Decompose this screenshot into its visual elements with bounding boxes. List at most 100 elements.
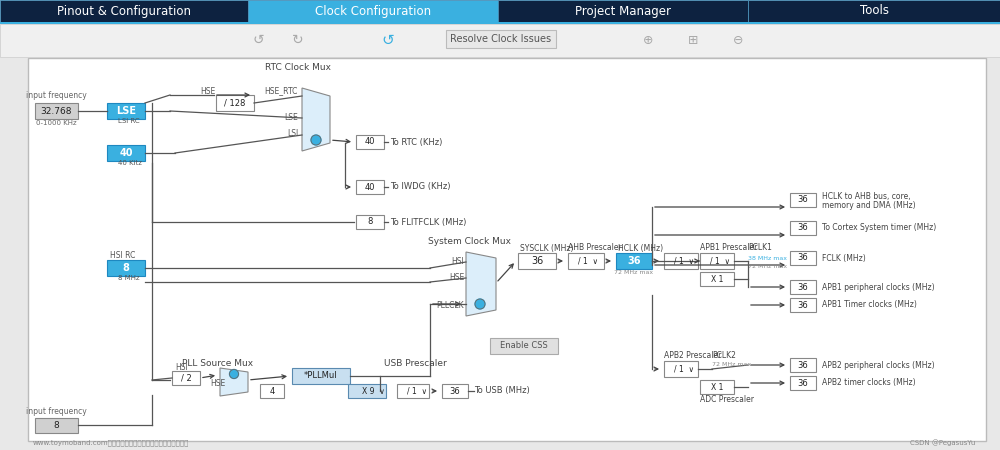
Text: *PLLMul: *PLLMul bbox=[304, 372, 338, 381]
Text: X 1: X 1 bbox=[711, 274, 723, 284]
Bar bbox=[700, 253, 734, 269]
Text: Resolve Clock Issues: Resolve Clock Issues bbox=[450, 34, 552, 44]
Text: To Cortex System timer (MHz): To Cortex System timer (MHz) bbox=[822, 224, 936, 233]
Bar bbox=[790, 376, 816, 390]
Bar bbox=[292, 368, 350, 384]
Text: 72 MHz max: 72 MHz max bbox=[712, 363, 751, 368]
Text: ↻: ↻ bbox=[292, 33, 304, 47]
Bar bbox=[568, 253, 604, 269]
Bar bbox=[216, 95, 254, 111]
Bar bbox=[498, 0, 748, 22]
Text: HCLK (MHz): HCLK (MHz) bbox=[618, 243, 663, 252]
Text: System Clock Mux: System Clock Mux bbox=[428, 238, 512, 247]
Bar bbox=[397, 384, 429, 398]
Text: To FLITFCLK (MHz): To FLITFCLK (MHz) bbox=[390, 217, 466, 226]
Text: PLLCLK: PLLCLK bbox=[436, 301, 464, 310]
Text: 36: 36 bbox=[798, 224, 808, 233]
Text: To IWDG (KHz): To IWDG (KHz) bbox=[390, 183, 450, 192]
Text: 38 MHz max: 38 MHz max bbox=[748, 256, 787, 261]
Text: HSE: HSE bbox=[200, 86, 215, 95]
Text: 8: 8 bbox=[123, 263, 129, 273]
Bar bbox=[790, 221, 816, 235]
Text: 36: 36 bbox=[531, 256, 543, 266]
Bar bbox=[0, 0, 248, 22]
Text: 36: 36 bbox=[450, 387, 460, 396]
Text: / 1  ∨: / 1 ∨ bbox=[710, 256, 730, 266]
Bar bbox=[0, 22, 1000, 24]
Text: HSE: HSE bbox=[449, 274, 464, 283]
Text: X 9  ∨: X 9 ∨ bbox=[362, 387, 385, 396]
Bar bbox=[107, 103, 145, 119]
Text: CSDN @PegasusYu: CSDN @PegasusYu bbox=[910, 440, 975, 446]
Bar bbox=[664, 361, 698, 377]
Text: Project Manager: Project Manager bbox=[575, 4, 671, 18]
Text: / 1  ∨: / 1 ∨ bbox=[407, 387, 427, 396]
Text: 8 MHz: 8 MHz bbox=[118, 275, 140, 281]
Text: / 2: / 2 bbox=[181, 374, 191, 382]
Text: LSE: LSE bbox=[116, 106, 136, 116]
Text: ADC Prescaler: ADC Prescaler bbox=[700, 396, 754, 405]
Text: 36: 36 bbox=[798, 301, 808, 310]
Bar bbox=[172, 371, 200, 385]
Bar bbox=[790, 193, 816, 207]
Text: 40: 40 bbox=[365, 183, 375, 192]
Text: 72 MHz max: 72 MHz max bbox=[614, 270, 654, 274]
Polygon shape bbox=[302, 88, 330, 151]
Polygon shape bbox=[220, 368, 248, 396]
Bar bbox=[790, 280, 816, 294]
Text: SYSCLK (MHz): SYSCLK (MHz) bbox=[520, 243, 574, 252]
Text: ⊕: ⊕ bbox=[643, 33, 653, 46]
Text: AHB Prescaler: AHB Prescaler bbox=[568, 243, 622, 252]
Text: LSI RC: LSI RC bbox=[118, 118, 140, 124]
Bar bbox=[260, 384, 284, 398]
Text: FCLK (MHz): FCLK (MHz) bbox=[822, 253, 866, 262]
Text: X 1: X 1 bbox=[711, 382, 723, 392]
Bar bbox=[107, 260, 145, 276]
Text: 36: 36 bbox=[798, 360, 808, 369]
Bar bbox=[790, 298, 816, 312]
Text: 36: 36 bbox=[798, 378, 808, 387]
Bar bbox=[700, 380, 734, 394]
Bar bbox=[356, 135, 384, 149]
Bar bbox=[700, 272, 734, 286]
Bar bbox=[356, 180, 384, 194]
Text: / 1  ∨: / 1 ∨ bbox=[578, 256, 598, 266]
Text: 40: 40 bbox=[119, 148, 133, 158]
Text: 32.768: 32.768 bbox=[40, 107, 72, 116]
Bar bbox=[0, 24, 1000, 57]
Circle shape bbox=[311, 135, 321, 145]
Circle shape bbox=[230, 369, 239, 378]
Bar bbox=[28, 58, 986, 441]
Bar bbox=[348, 384, 386, 398]
Text: Tools: Tools bbox=[860, 4, 889, 18]
Text: HSI: HSI bbox=[451, 257, 464, 266]
Text: / 1  ∨: / 1 ∨ bbox=[674, 256, 694, 266]
Text: RTC Clock Mux: RTC Clock Mux bbox=[265, 63, 331, 72]
Bar bbox=[490, 338, 558, 354]
Text: 36: 36 bbox=[627, 256, 641, 266]
Text: ↺: ↺ bbox=[252, 33, 264, 47]
Text: USB Prescaler: USB Prescaler bbox=[384, 360, 446, 369]
Text: 8: 8 bbox=[53, 420, 59, 429]
Text: 36: 36 bbox=[798, 283, 808, 292]
Text: APB2 peripheral clocks (MHz): APB2 peripheral clocks (MHz) bbox=[822, 360, 935, 369]
Bar bbox=[107, 145, 145, 161]
Text: APB1 Timer clocks (MHz): APB1 Timer clocks (MHz) bbox=[822, 301, 917, 310]
Text: 4: 4 bbox=[269, 387, 275, 396]
Text: www.toymoband.com网络图片仅供参考，如有侵权请联系删除。: www.toymoband.com网络图片仅供参考，如有侵权请联系删除。 bbox=[33, 440, 189, 446]
Bar bbox=[790, 358, 816, 372]
Polygon shape bbox=[466, 252, 496, 316]
Text: Pinout & Configuration: Pinout & Configuration bbox=[57, 4, 191, 18]
Text: HSI RC: HSI RC bbox=[110, 251, 135, 260]
Text: PCLK1: PCLK1 bbox=[748, 243, 772, 252]
Text: PCLK2: PCLK2 bbox=[712, 351, 736, 360]
Text: HSE_RTC: HSE_RTC bbox=[264, 86, 297, 95]
Bar bbox=[790, 251, 816, 265]
Text: HCLK to AHB bus, core,: HCLK to AHB bus, core, bbox=[822, 193, 911, 202]
Text: 40 Kitz: 40 Kitz bbox=[118, 160, 142, 166]
Bar bbox=[356, 215, 384, 229]
Bar bbox=[248, 0, 498, 22]
Text: memory and DMA (MHz): memory and DMA (MHz) bbox=[822, 201, 916, 210]
Text: APB2 timer clocks (MHz): APB2 timer clocks (MHz) bbox=[822, 378, 916, 387]
Text: APB2 Prescaler: APB2 Prescaler bbox=[664, 351, 721, 360]
